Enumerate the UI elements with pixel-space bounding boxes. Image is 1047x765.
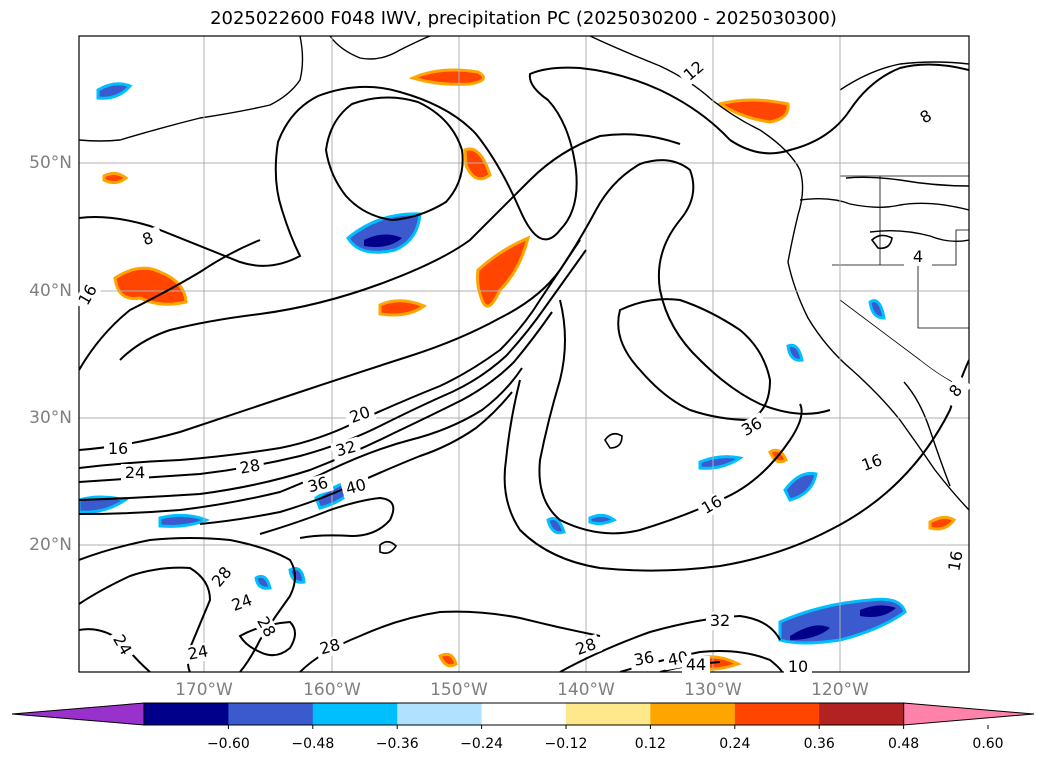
precip-negative-core xyxy=(790,625,830,640)
precip-negative-blob xyxy=(254,574,272,590)
colorbar-tick-label: 0.24 xyxy=(719,736,751,752)
map-frame xyxy=(78,35,970,673)
precip-negative-blob xyxy=(783,471,818,502)
colorbar-tick-label: 0.60 xyxy=(972,736,1004,752)
lat-label-30n: 30°N xyxy=(29,408,72,428)
iwv-contours xyxy=(79,63,969,672)
coastlines xyxy=(79,36,969,511)
colorbar-bin xyxy=(312,703,398,725)
precip-negative-blob xyxy=(79,495,129,514)
colorbar-bin xyxy=(650,703,736,725)
precip-positive-blob xyxy=(113,266,188,306)
colorbar-tick-label: 0.48 xyxy=(888,736,920,752)
colorbar-bin xyxy=(397,703,483,725)
colorbar-tick-label: 0.12 xyxy=(634,736,666,752)
lon-label-130w: 130°W xyxy=(684,680,742,700)
contour-label: 16 xyxy=(104,440,132,458)
colorbar-tick-label: −0.12 xyxy=(544,736,588,752)
precip-negative-blob xyxy=(546,517,566,535)
contour-label: 44 xyxy=(682,656,710,674)
colorbar-bin xyxy=(228,703,314,725)
precip-negative-blob xyxy=(96,82,133,100)
lon-label-120w: 120°W xyxy=(811,680,869,700)
lon-label-140w: 140°W xyxy=(557,680,615,700)
colorbar-bin xyxy=(566,703,651,725)
precip-positive-blob xyxy=(408,68,485,86)
precip-negative-blob xyxy=(588,513,617,526)
precip-negative-blob xyxy=(288,567,306,584)
colorbar-tick-label: −0.36 xyxy=(375,736,419,752)
contour-label: 4 xyxy=(904,248,932,266)
small-contours xyxy=(379,234,893,554)
precip-negative-core xyxy=(860,605,896,617)
contour-label: 10 xyxy=(784,658,812,676)
plot-title: 2025022600 F048 IWV, precipitation PC (2… xyxy=(210,8,837,29)
colorbar-bin xyxy=(481,703,567,725)
lon-label-150w: 150°W xyxy=(430,680,488,700)
colorbar-min-extend xyxy=(11,702,145,726)
precip-negative-core xyxy=(364,234,402,247)
colorbar xyxy=(11,702,1035,729)
colorbar-max-extend xyxy=(903,702,1035,726)
lon-label-170w: 170°W xyxy=(175,680,233,700)
precip-negative-blob xyxy=(786,343,804,362)
colorbar-tick-label: −0.48 xyxy=(291,736,335,752)
graticule xyxy=(79,36,969,672)
lat-label-50n: 50°N xyxy=(29,153,72,173)
contour-label: 24 xyxy=(121,464,149,482)
colorbar-bin xyxy=(144,703,229,725)
precip-positive-blob xyxy=(378,299,428,317)
colorbar-tick-label: 0.36 xyxy=(803,736,835,752)
precip-positive-blob xyxy=(102,171,129,185)
lat-label-40n: 40°N xyxy=(29,281,72,301)
precip-positive-blob xyxy=(928,515,957,531)
precip-positive-blob xyxy=(463,147,492,181)
precip-negative-blob xyxy=(868,299,886,320)
lon-label-160w: 160°W xyxy=(303,680,361,700)
precip-negative-blob xyxy=(158,513,211,528)
colorbar-frame xyxy=(143,702,905,726)
colorbar-bin xyxy=(734,703,820,725)
colorbar-tick-label: −0.24 xyxy=(460,736,504,752)
contour-label: 32 xyxy=(706,612,734,630)
precip-positive-blob xyxy=(438,652,458,668)
lat-label-20n: 20°N xyxy=(29,535,72,555)
colorbar-tick-label: −0.60 xyxy=(206,736,250,752)
colorbar-bin xyxy=(819,703,905,725)
precip-positive-blob xyxy=(716,98,790,124)
